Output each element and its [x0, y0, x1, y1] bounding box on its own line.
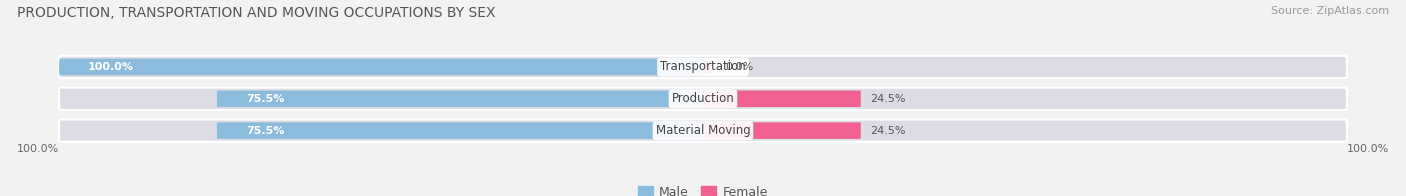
Text: Production: Production	[672, 92, 734, 105]
Text: 0.0%: 0.0%	[725, 62, 754, 72]
FancyBboxPatch shape	[59, 88, 1347, 110]
Text: PRODUCTION, TRANSPORTATION AND MOVING OCCUPATIONS BY SEX: PRODUCTION, TRANSPORTATION AND MOVING OC…	[17, 6, 495, 20]
FancyBboxPatch shape	[217, 122, 703, 139]
Text: 100.0%: 100.0%	[89, 62, 134, 72]
Text: 100.0%: 100.0%	[17, 144, 59, 154]
FancyBboxPatch shape	[703, 91, 860, 107]
Text: 24.5%: 24.5%	[870, 94, 905, 104]
FancyBboxPatch shape	[59, 120, 1347, 142]
FancyBboxPatch shape	[217, 91, 703, 107]
FancyBboxPatch shape	[703, 122, 860, 139]
Text: Transportation: Transportation	[661, 61, 745, 74]
Text: 75.5%: 75.5%	[246, 94, 284, 104]
Text: Material Moving: Material Moving	[655, 124, 751, 137]
FancyBboxPatch shape	[59, 59, 703, 75]
FancyBboxPatch shape	[59, 56, 1347, 78]
Text: Source: ZipAtlas.com: Source: ZipAtlas.com	[1271, 6, 1389, 16]
Text: 100.0%: 100.0%	[1347, 144, 1389, 154]
Legend: Male, Female: Male, Female	[633, 181, 773, 196]
Text: 75.5%: 75.5%	[246, 126, 284, 136]
Bar	[703, 61, 713, 73]
Text: 24.5%: 24.5%	[870, 126, 905, 136]
